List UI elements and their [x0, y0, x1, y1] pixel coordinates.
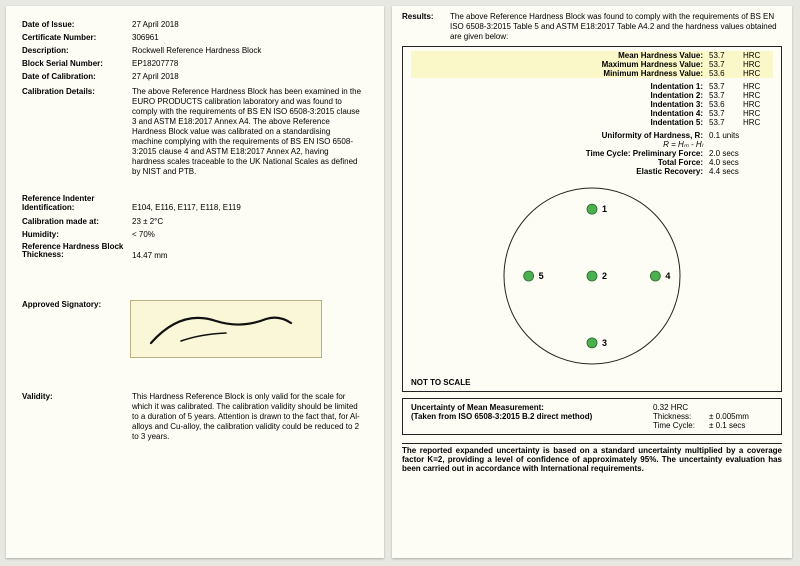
hardness-unit: HRC [743, 100, 773, 109]
date-cal-label: Date of Calibration: [22, 72, 132, 81]
hardness-unit: HRC [743, 51, 773, 60]
hardness-unit: HRC [743, 91, 773, 100]
hardness-value: 53.7 [703, 109, 743, 118]
hardness-row: Indentation 1:53.7HRC [411, 82, 773, 91]
indentation-point-icon [587, 204, 597, 214]
hardness-value: 53.7 [703, 60, 743, 69]
hardness-row: Indentation 5:53.7HRC [411, 118, 773, 127]
hardness-row: Indentation 2:53.7HRC [411, 91, 773, 100]
uncertainty-mean-value: 0.32 HRC [653, 403, 773, 412]
indentation-point-label: 2 [602, 271, 607, 281]
uncertainty-method: (Taken from ISO 6508-3:2015 B.2 direct m… [411, 412, 653, 421]
signature-box [130, 300, 322, 358]
hardness-unit: HRC [743, 60, 773, 69]
prelim-force-value: 2.0 secs [703, 149, 773, 158]
hardness-unit: HRC [743, 118, 773, 127]
hardness-label: Indentation 2: [533, 91, 703, 100]
hardness-row: Indentation 3:53.6HRC [411, 100, 773, 109]
serial-value: EP18207778 [132, 59, 178, 68]
hardness-label: Indentation 3: [533, 100, 703, 109]
thickness-label: Reference Hardness Block Thickness: [22, 243, 132, 261]
date-issue-value: 27 April 2018 [132, 20, 179, 29]
hardness-value: 53.6 [703, 69, 743, 78]
thickness-value: 14.47 mm [132, 243, 168, 261]
indentation-point-icon [524, 271, 534, 281]
hardness-value: 53.6 [703, 100, 743, 109]
uncertainty-box: Uncertainty of Mean Measurement: 0.32 HR… [402, 398, 782, 435]
uniformity-value: 0.1 units [703, 131, 773, 140]
date-cal-value: 27 April 2018 [132, 72, 179, 81]
certificate-page-left: Date of Issue:27 April 2018 Certificate … [6, 6, 384, 558]
uncertainty-thick-label: Thickness: [653, 412, 709, 421]
hardness-row: Minimum Hardness Value:53.6HRC [411, 69, 773, 78]
indentation-point-label: 3 [602, 338, 607, 348]
indentation-point-label: 4 [665, 271, 670, 281]
hardness-label: Maximum Hardness Value: [533, 60, 703, 69]
hardness-row: Indentation 4:53.7HRC [411, 109, 773, 118]
hardness-value: 53.7 [703, 82, 743, 91]
signature-icon [131, 301, 321, 357]
total-force-value: 4.0 secs [703, 158, 773, 167]
document-container: Date of Issue:27 April 2018 Certificate … [0, 0, 800, 564]
hardness-unit: HRC [743, 82, 773, 91]
hardness-row: Mean Hardness Value:53.7HRC [411, 51, 773, 60]
signatory-label: Approved Signatory: [22, 300, 132, 358]
uniformity-label: Uniformity of Hardness, R: [533, 131, 703, 140]
hardness-values-box: Mean Hardness Value:53.7HRCMaximum Hardn… [402, 46, 782, 392]
indentation-point-label: 1 [602, 204, 607, 214]
indentation-point-icon [587, 338, 597, 348]
date-issue-label: Date of Issue: [22, 20, 132, 29]
certificate-page-right: Results: The above Reference Hardness Bl… [392, 6, 792, 558]
validity-text: This Hardness Reference Block is only va… [132, 392, 362, 442]
uncertainty-footnote: The reported expanded uncertainty is bas… [402, 443, 782, 474]
humidity-value: < 70% [132, 230, 155, 239]
hardness-label: Indentation 1: [533, 82, 703, 91]
total-force-label: Total Force: [533, 158, 703, 167]
serial-label: Block Serial Number: [22, 59, 132, 68]
elastic-recovery-label: Elastic Recovery: [533, 167, 703, 176]
cal-at-label: Calibration made at: [22, 217, 132, 226]
uncertainty-tc-label: Time Cycle: [653, 421, 709, 430]
indentation-diagram: 1 2 3 4 5 [411, 176, 773, 376]
ref-indenter-value: E104, E116, E117, E118, E119 [132, 195, 241, 213]
results-label: Results: [402, 12, 450, 42]
indentation-point-icon [587, 271, 597, 281]
uncertainty-thick-value: ± 0.005mm [709, 412, 773, 421]
hardness-label: Indentation 4: [533, 109, 703, 118]
elastic-recovery-value: 4.4 secs [703, 167, 773, 176]
hardness-row: Maximum Hardness Value:53.7HRC [411, 60, 773, 69]
cal-at-value: 23 ± 2°C [132, 217, 163, 226]
indentation-point-label: 5 [539, 271, 544, 281]
hardness-label: Minimum Hardness Value: [533, 69, 703, 78]
prelim-force-label: Time Cycle: Preliminary Force: [533, 149, 703, 158]
cal-details-text: The above Reference Hardness Block has b… [132, 87, 362, 177]
results-text: The above Reference Hardness Block was f… [450, 12, 782, 42]
cal-details-label: Calibration Details: [22, 87, 132, 177]
not-to-scale-label: NOT TO SCALE [411, 378, 773, 387]
uncertainty-tc-value: ± 0.1 secs [709, 421, 773, 430]
hardness-unit: HRC [743, 109, 773, 118]
description-value: Rockwell Reference Hardness Block [132, 46, 261, 55]
hardness-value: 53.7 [703, 118, 743, 127]
uniformity-formula: R = Hₘ - Hₗ [533, 140, 703, 149]
validity-label: Validity: [22, 392, 132, 442]
humidity-label: Humidity: [22, 230, 132, 239]
description-label: Description: [22, 46, 132, 55]
hardness-value: 53.7 [703, 91, 743, 100]
hardness-value: 53.7 [703, 51, 743, 60]
hardness-unit: HRC [743, 69, 773, 78]
hardness-label: Mean Hardness Value: [533, 51, 703, 60]
ref-indenter-label: Reference Indenter Identification: [22, 195, 132, 213]
hardness-label: Indentation 5: [533, 118, 703, 127]
uncertainty-mean-label: Uncertainty of Mean Measurement: [411, 403, 653, 412]
cert-no-value: 306961 [132, 33, 159, 42]
indentation-point-icon [650, 271, 660, 281]
cert-no-label: Certificate Number: [22, 33, 132, 42]
